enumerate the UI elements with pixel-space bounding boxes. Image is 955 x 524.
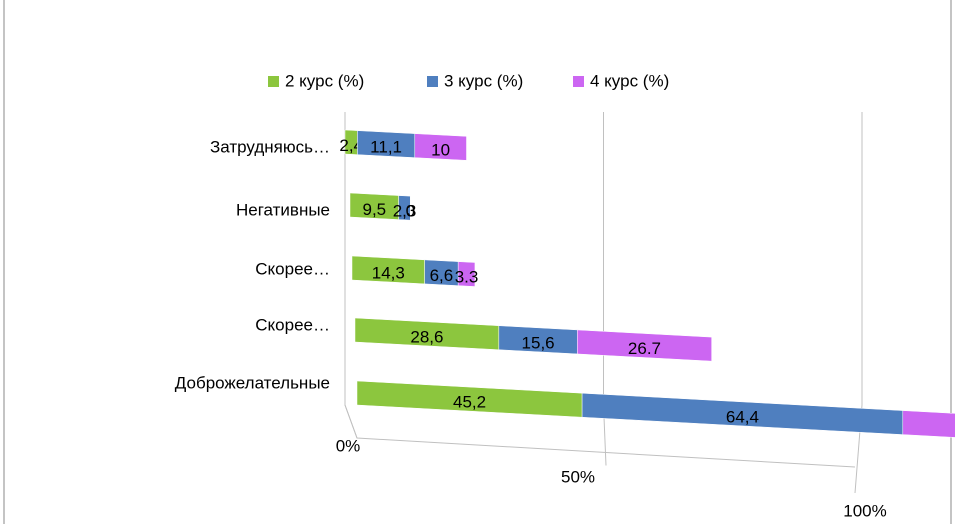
data-label: 15,6: [522, 333, 555, 352]
legend-swatch: [268, 76, 279, 87]
y-tick-label: Доброжелательные: [175, 373, 330, 392]
y-tick-label: Скорее…: [255, 315, 330, 334]
bar-segment: [457, 261, 476, 287]
x-tick-label: 100%: [843, 501, 886, 520]
bar-segment: [577, 329, 712, 362]
data-label: 14,3: [372, 263, 405, 282]
y-tick-label: Негативные: [236, 200, 330, 219]
data-label: 9,5: [362, 200, 386, 219]
y-tick-label: Затрудняюсь…: [210, 137, 330, 156]
data-label: 0: [406, 202, 415, 221]
x-tick-label: 0%: [336, 436, 361, 455]
grid-line: [854, 112, 863, 494]
legend-label: 3 курс (%): [444, 71, 523, 90]
floor-line: [344, 404, 856, 468]
data-label: 10: [431, 140, 450, 159]
data-label: 28,6: [410, 327, 443, 346]
bar-segment: [902, 410, 955, 438]
legend-label: 2 курс (%): [285, 71, 364, 90]
legend-label: 4 курс (%): [590, 71, 669, 90]
chart-frame: [3, 0, 952, 524]
data-label: 26.7: [628, 339, 661, 358]
data-label: 45,2: [453, 393, 486, 412]
legend-swatch: [427, 76, 438, 87]
data-label: 64,4: [726, 407, 759, 426]
data-label: 6,6: [430, 266, 454, 285]
y-tick-label: Скорее…: [255, 259, 330, 278]
data-label: 3.3: [455, 268, 479, 287]
bar-segment: [414, 133, 467, 161]
x-tick-label: 50%: [561, 467, 595, 486]
legend-swatch: [573, 76, 584, 87]
data-label: 11,1: [370, 138, 402, 157]
data-label: 2,4: [339, 136, 363, 155]
